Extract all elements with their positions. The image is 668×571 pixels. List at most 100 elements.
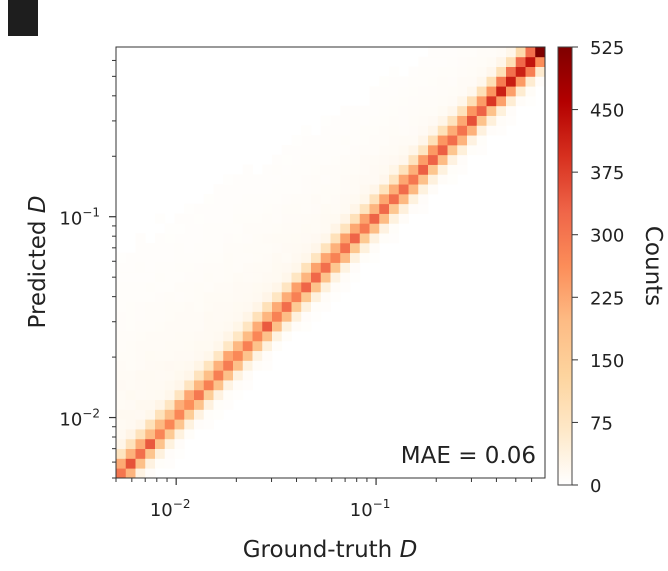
heatmap-cell (359, 184, 370, 195)
heatmap-cell (242, 282, 253, 293)
heatmap-cell (281, 213, 292, 224)
heatmap-cell (223, 262, 234, 273)
heatmap-cell (272, 321, 283, 332)
heatmap-cell (437, 135, 448, 146)
heatmap-cell (320, 125, 331, 136)
heatmap-cell (281, 331, 292, 342)
colorbar-tick-label: 375 (590, 163, 624, 184)
heatmap-cell (428, 164, 439, 175)
heatmap-cell (125, 301, 136, 312)
heatmap-cell (340, 213, 351, 224)
heatmap-cell (272, 233, 283, 244)
heatmap-cell (194, 321, 205, 332)
heatmap-cell (116, 272, 127, 283)
heatmap-cell (340, 115, 351, 126)
heatmap-cell (496, 115, 507, 126)
heatmap-cell (184, 233, 195, 244)
heatmap-cell (174, 282, 185, 293)
heatmap-cell (125, 370, 136, 381)
heatmap-cell (194, 242, 205, 254)
heatmap-cell (428, 76, 439, 87)
heatmap-cell (369, 164, 380, 175)
heatmap-cell (340, 242, 351, 254)
heatmap-cell (164, 252, 175, 263)
heatmap-cell (428, 115, 439, 126)
heatmap-cell (359, 223, 370, 234)
heatmap-cell (116, 448, 127, 459)
heatmap-cell (457, 105, 468, 116)
heatmap-cell (301, 242, 312, 254)
heatmap-cell (467, 144, 478, 156)
heatmap-cell (496, 86, 507, 97)
heatmap-cell (242, 301, 253, 312)
heatmap-cell (486, 125, 497, 136)
heatmap-cell (262, 164, 273, 175)
heatmap-cell (164, 301, 175, 312)
heatmap-cell (457, 164, 468, 175)
heatmap-cell (223, 193, 234, 205)
heatmap-cell (164, 360, 175, 371)
heatmap-cell (467, 115, 478, 126)
heatmap-cell (379, 154, 390, 165)
heatmap-cell (311, 223, 322, 234)
heatmap-cells (116, 47, 546, 479)
heatmap-cell (184, 291, 195, 303)
heatmap-cell (467, 135, 478, 146)
heatmap-cell (252, 233, 263, 244)
heatmap-cell (320, 135, 331, 146)
heatmap-cell (301, 301, 312, 312)
heatmap-cell (242, 203, 253, 214)
heatmap-cell (262, 301, 273, 312)
heatmap-cell (350, 242, 361, 254)
heatmap-cell (486, 47, 497, 58)
heatmap-cell (242, 340, 253, 352)
heatmap-cell (418, 135, 429, 146)
heatmap-cell (340, 154, 351, 165)
heatmap-cell (155, 419, 166, 430)
heatmap-cell (359, 213, 370, 224)
heatmap-cell (486, 115, 497, 126)
heatmap-cell (262, 282, 273, 293)
heatmap-cell (408, 164, 419, 175)
heatmap-cell (447, 164, 458, 175)
heatmap-cell (311, 184, 322, 195)
heatmap-cell (389, 95, 400, 107)
heatmap-cell (262, 311, 273, 322)
heatmap-cell (389, 154, 400, 165)
heatmap-cell (350, 174, 361, 185)
heatmap-cell (301, 213, 312, 224)
heatmap-cell (369, 252, 380, 263)
heatmap-cell (389, 66, 400, 77)
heatmap-cell (350, 125, 361, 136)
heatmap-cell (262, 350, 273, 361)
heatmap-cell (233, 272, 244, 283)
heatmap-cell (223, 380, 234, 391)
heatmap-cell (398, 213, 409, 224)
heatmap-cell (311, 272, 322, 283)
heatmap-cell (145, 438, 156, 450)
heatmap-cell (135, 242, 146, 254)
heatmap-cell (408, 66, 419, 77)
heatmap-cell (184, 272, 195, 283)
heatmap-cell (145, 429, 156, 440)
heatmap-cell (359, 105, 370, 116)
heatmap-cell (398, 144, 409, 156)
heatmap-cell (408, 135, 419, 146)
heatmap-cell (418, 66, 429, 77)
heatmap-cell (418, 144, 429, 156)
heatmap-cell (447, 144, 458, 156)
heatmap-cell (311, 311, 322, 322)
heatmap-cell (496, 95, 507, 107)
heatmap-cell (155, 291, 166, 303)
heatmap-cell (408, 86, 419, 97)
heatmap-cell (174, 301, 185, 312)
heatmap-cell (242, 193, 253, 205)
heatmap-cell (116, 301, 127, 312)
heatmap-cell (116, 389, 127, 401)
heatmap-cell (418, 184, 429, 195)
x-axis-label: Ground-truth D (243, 537, 418, 563)
heatmap-cell (379, 233, 390, 244)
heatmap-cell (379, 135, 390, 146)
heatmap-cell (164, 233, 175, 244)
heatmap-cell (272, 184, 283, 195)
